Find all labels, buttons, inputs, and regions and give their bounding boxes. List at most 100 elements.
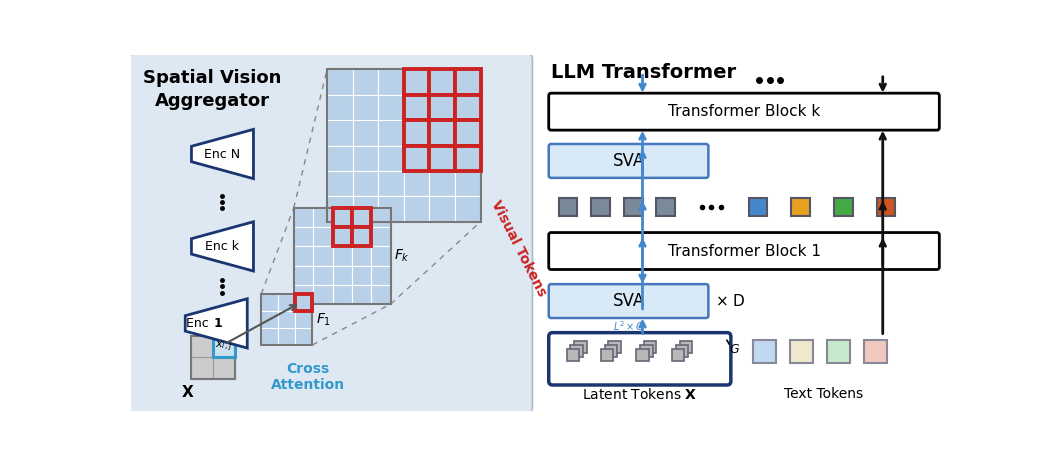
Bar bbox=[332, 227, 352, 246]
Polygon shape bbox=[192, 222, 254, 271]
Bar bbox=[352, 208, 371, 227]
Text: 1: 1 bbox=[214, 317, 222, 330]
Bar bbox=[327, 171, 352, 196]
Text: $L^2 \times C$: $L^2 \times C$ bbox=[613, 319, 645, 333]
Bar bbox=[876, 198, 895, 216]
FancyBboxPatch shape bbox=[549, 232, 939, 269]
Bar bbox=[296, 328, 312, 345]
Bar bbox=[430, 69, 455, 95]
Bar bbox=[403, 146, 430, 171]
Bar bbox=[574, 341, 587, 353]
Bar bbox=[591, 198, 610, 216]
Text: SVA: SVA bbox=[612, 292, 645, 310]
Bar bbox=[403, 95, 430, 120]
Text: LLM Transformer: LLM Transformer bbox=[551, 63, 736, 82]
Bar bbox=[332, 246, 352, 266]
Bar bbox=[296, 294, 312, 311]
Polygon shape bbox=[185, 299, 247, 348]
Bar bbox=[752, 340, 776, 364]
Bar bbox=[403, 171, 430, 196]
Polygon shape bbox=[192, 129, 254, 179]
Bar bbox=[605, 345, 617, 357]
Bar bbox=[352, 120, 378, 146]
Bar bbox=[327, 69, 352, 95]
Bar bbox=[378, 196, 403, 222]
Text: $\times$ D: $\times$ D bbox=[716, 293, 746, 309]
Bar bbox=[791, 198, 810, 216]
Bar bbox=[279, 294, 296, 311]
Bar bbox=[378, 69, 403, 95]
Bar bbox=[609, 341, 620, 353]
Bar bbox=[332, 208, 352, 227]
Bar bbox=[680, 341, 692, 353]
Bar bbox=[403, 146, 430, 171]
Bar bbox=[327, 120, 352, 146]
Bar bbox=[430, 120, 455, 146]
Text: Enc N: Enc N bbox=[204, 147, 240, 160]
Bar bbox=[430, 146, 455, 171]
Bar bbox=[455, 95, 481, 120]
Bar bbox=[455, 120, 481, 146]
Bar bbox=[378, 120, 403, 146]
Bar bbox=[455, 69, 481, 95]
Bar bbox=[371, 285, 391, 304]
FancyBboxPatch shape bbox=[549, 284, 708, 318]
Bar bbox=[672, 349, 684, 361]
Bar bbox=[430, 95, 455, 120]
FancyBboxPatch shape bbox=[549, 144, 708, 178]
Bar bbox=[327, 95, 352, 120]
Bar bbox=[332, 208, 352, 227]
Bar bbox=[455, 171, 481, 196]
Bar bbox=[352, 227, 371, 246]
Bar bbox=[213, 336, 235, 357]
Bar bbox=[293, 208, 313, 227]
Bar bbox=[455, 196, 481, 222]
Bar bbox=[313, 246, 332, 266]
Bar bbox=[455, 69, 481, 95]
Bar bbox=[313, 227, 332, 246]
Bar bbox=[455, 146, 481, 171]
Bar bbox=[332, 227, 352, 246]
Bar bbox=[455, 146, 481, 171]
Bar bbox=[371, 227, 391, 246]
Bar bbox=[403, 120, 430, 146]
Bar bbox=[332, 285, 352, 304]
Bar bbox=[559, 198, 577, 216]
Bar bbox=[279, 328, 296, 345]
Bar bbox=[645, 341, 656, 353]
Bar bbox=[293, 227, 313, 246]
Bar bbox=[371, 208, 391, 227]
Bar bbox=[192, 357, 213, 379]
Bar bbox=[567, 349, 578, 361]
Bar bbox=[261, 328, 279, 345]
Text: Enc: Enc bbox=[185, 317, 213, 330]
Bar bbox=[261, 311, 279, 328]
Bar bbox=[403, 69, 430, 95]
Bar bbox=[293, 266, 313, 285]
Text: $F_k$: $F_k$ bbox=[394, 248, 411, 264]
Bar bbox=[865, 340, 888, 364]
Bar bbox=[313, 266, 332, 285]
Bar bbox=[430, 95, 455, 120]
Text: $x_{i,j}$: $x_{i,j}$ bbox=[216, 339, 233, 354]
Text: Spatial Vision
Aggregator: Spatial Vision Aggregator bbox=[144, 69, 282, 109]
Bar bbox=[430, 146, 455, 171]
Text: X: X bbox=[181, 385, 194, 400]
FancyBboxPatch shape bbox=[549, 93, 939, 130]
Text: Enc k: Enc k bbox=[205, 240, 239, 253]
Bar bbox=[293, 246, 313, 266]
Text: Transformer Block k: Transformer Block k bbox=[668, 104, 821, 119]
Bar bbox=[624, 198, 642, 216]
Bar bbox=[640, 345, 653, 357]
Bar bbox=[296, 294, 312, 311]
Text: $F_1$: $F_1$ bbox=[316, 311, 331, 328]
Bar bbox=[293, 208, 391, 304]
Bar bbox=[403, 120, 430, 146]
Bar bbox=[213, 357, 235, 379]
Bar bbox=[352, 95, 378, 120]
Bar bbox=[455, 95, 481, 120]
Bar bbox=[313, 285, 332, 304]
Bar bbox=[676, 345, 689, 357]
Bar bbox=[378, 171, 403, 196]
Bar bbox=[261, 294, 279, 311]
